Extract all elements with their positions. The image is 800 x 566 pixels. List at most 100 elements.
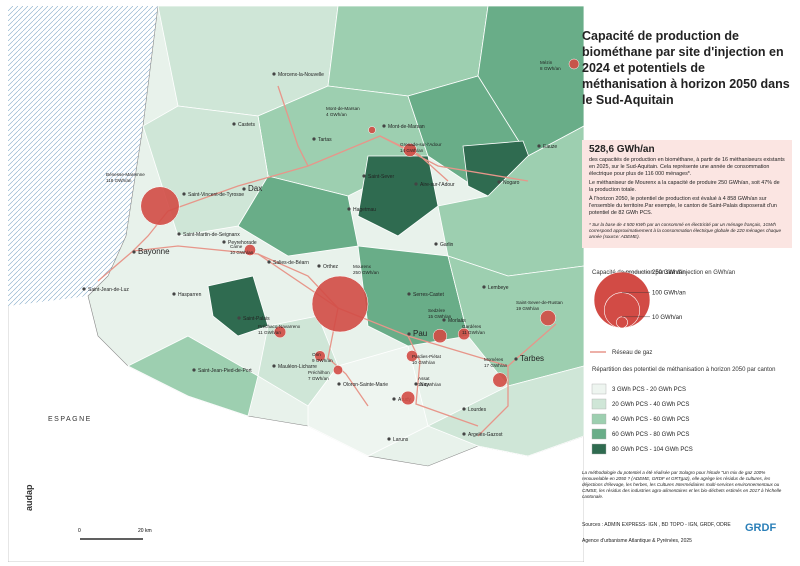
place-label: Morcenx-la-Nouvelle — [278, 72, 324, 78]
legend-title: Capacité de production par site d'inject… — [592, 270, 735, 276]
place-dot — [392, 397, 396, 401]
site-circle — [244, 244, 256, 256]
cantons — [127, 6, 584, 457]
place-dot — [434, 242, 438, 246]
site-name: Orin — [312, 352, 321, 357]
map: Morcenx-la-Nouvelle Castets Mont-de-Marsan… — [8, 6, 584, 562]
place-label: Oloron-Sainte-Marie — [343, 382, 388, 388]
place-dot — [267, 260, 271, 264]
site-circle — [492, 372, 508, 388]
place-dot — [317, 264, 321, 268]
legend-swatch — [591, 443, 607, 455]
place-label: Bayonne — [138, 247, 170, 256]
site-capacity: 8 GWh/an — [540, 66, 561, 71]
site-capacity: 11 GWh/an — [462, 330, 485, 335]
place-dot — [482, 285, 486, 289]
title: Capacité de production de biométhane par… — [582, 29, 790, 107]
site-circle — [403, 143, 417, 157]
site-name: Grenade-sur-l'Adour — [400, 142, 442, 147]
place-label: Nogaro — [503, 180, 520, 186]
place-label: Orthez — [323, 264, 339, 270]
logo: audap — [24, 484, 34, 511]
site-name: Saint-Sever-de-Rustan — [516, 300, 563, 305]
legend-label: 20 GWh PCS - 40 GWh PCS — [612, 402, 689, 408]
site-name: Momères — [484, 357, 504, 362]
place-label: Salies-de-Béarn — [273, 260, 309, 266]
place-label: Argelès-Gazost — [468, 432, 503, 438]
title-block: Capacité de production de biométhane par… — [582, 28, 792, 108]
place-dot — [387, 437, 391, 441]
place-dot — [337, 382, 341, 386]
legend-swatch — [591, 413, 607, 425]
site-circle — [333, 365, 343, 375]
country-label: ESPAGNE — [48, 416, 92, 423]
place-dot — [514, 357, 518, 361]
place-dot — [242, 187, 246, 191]
place-dot — [414, 382, 418, 386]
place-label: Saint-Vincent-de-Tyrosse — [188, 192, 244, 198]
site-name: Préchilhon — [308, 370, 330, 375]
site-name: Came — [230, 244, 243, 249]
site-capacity: 11 GWh/an — [258, 330, 281, 335]
legend-swatch — [591, 398, 607, 410]
site-circle — [368, 126, 376, 134]
legend-label: 250 GWh/an — [652, 270, 686, 276]
site-capacity: 118 GWh/an — [106, 178, 132, 183]
ocean — [8, 6, 158, 306]
site-circle — [400, 390, 416, 406]
paragraph: À l'horizon 2050, le potentiel de produc… — [589, 196, 777, 216]
site-circle — [432, 328, 448, 344]
site-name: Mézin — [540, 60, 553, 65]
site-name: Mourenx — [353, 264, 372, 269]
site-capacity: 14 GWh/an — [400, 148, 424, 153]
place-label: Saint-Palais — [243, 316, 270, 322]
site-capacity: 250 GWh/an — [353, 270, 379, 275]
place-label: Pau — [413, 329, 427, 338]
scale-label: 20 km — [138, 528, 152, 534]
place-label: Tarbes — [520, 354, 544, 363]
site-circle — [540, 310, 556, 326]
place-dot — [272, 72, 276, 76]
place-label: Lourdes — [468, 407, 487, 413]
headline: 528,6 GWh/an — [589, 144, 655, 155]
legend-label: Réseau de gaz — [612, 350, 652, 356]
place-dot — [537, 144, 541, 148]
place-dot — [462, 432, 466, 436]
place-label: Saint-Martin-de-Seignanx — [183, 232, 240, 238]
place-label: Saint-Jean-Pied-de-Port — [198, 368, 252, 374]
site-capacity: 7 GWh/an — [308, 376, 329, 381]
place-label: Mont-de-Marsan — [388, 124, 425, 130]
place-label: Hasparren — [178, 292, 202, 298]
legend-circle — [616, 316, 628, 329]
place-label: Saint-Jean-de-Luz — [88, 287, 129, 293]
place-label: Lembeye — [488, 285, 509, 291]
place-label: Garlin — [440, 242, 454, 248]
site-name: Sedzère — [428, 308, 446, 313]
legend-label: 100 GWh/an — [652, 291, 686, 297]
place-label: Tartas — [318, 137, 332, 143]
place-label: Morlaàs — [448, 318, 466, 324]
site-circle — [311, 275, 369, 333]
place-dot — [382, 124, 386, 128]
site-capacity: 10 GWh/an — [412, 360, 436, 365]
legend: Capacité de production par site d'inject… — [590, 270, 775, 455]
site-circle — [140, 186, 180, 226]
place-dot — [407, 292, 411, 296]
place-label: Mauléon-Licharre — [278, 364, 317, 370]
place-label: Laruns — [393, 437, 409, 443]
place-dot — [272, 364, 276, 368]
place-dot — [237, 316, 241, 320]
place-dot — [232, 122, 236, 126]
site-name: Pardies-Piétat — [412, 354, 442, 359]
summary: 528,6 GWh/an des capacités de production… — [582, 140, 792, 248]
place-dot — [414, 182, 418, 186]
place-dot — [362, 174, 366, 178]
place-label: Saint-Sever — [368, 174, 394, 180]
site-circle — [314, 350, 326, 362]
site-capacity: 15 GWh/an — [428, 314, 452, 319]
place-dot — [312, 137, 316, 141]
place-label: Nay — [420, 382, 429, 388]
site-capacity: 9 GWh/an — [312, 358, 333, 363]
site-circle — [568, 58, 580, 70]
